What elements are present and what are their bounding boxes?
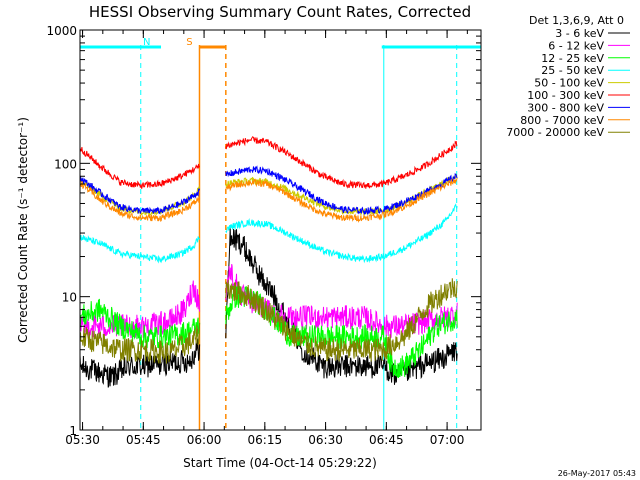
legend-label: 800 - 7000 keV (520, 114, 604, 127)
x-tick-label: 05:30 (65, 433, 100, 447)
legend-label: 300 - 800 keV (527, 101, 604, 114)
legend-label: 100 - 300 keV (527, 89, 604, 102)
x-tick-label: 06:45 (369, 433, 404, 447)
series-line-9 (79, 278, 458, 365)
x-axis-label: Start Time (04-Oct-14 05:29:22) (183, 456, 377, 470)
chart-title: HESSI Observing Summary Count Rates, Cor… (89, 3, 471, 21)
x-axis: 05:30 05:45 06:00 06:15 06:30 06:45 07:00 (65, 30, 468, 447)
plot-frame (79, 29, 482, 431)
timestamp-footer: 26-May-2017 05:43 (558, 469, 636, 478)
series-line-6 (79, 136, 458, 189)
y-tick-label: 1 (69, 424, 77, 438)
series-layer (79, 136, 458, 388)
marker-label-n: N (143, 37, 150, 48)
x-tick-label: 07:00 (430, 433, 465, 447)
series-line-8 (79, 178, 458, 224)
y-tick-label: 100 (54, 157, 77, 171)
x-tick-label: 06:30 (308, 433, 343, 447)
series-line-1 (79, 227, 458, 388)
y-axis: 1 10 100 1000 (46, 24, 481, 438)
marker-label-s: S (186, 37, 192, 48)
x-tick-label: 05:45 (126, 433, 161, 447)
legend-label: 6 - 12 keV (548, 39, 604, 52)
legend-label: 50 - 100 keV (534, 77, 604, 90)
legend-label: 12 - 25 keV (541, 52, 604, 65)
y-tick-label: 1000 (46, 24, 77, 38)
legend-label: 25 - 50 keV (541, 64, 604, 77)
series-line-4 (79, 203, 458, 264)
series-line-7 (79, 165, 458, 216)
y-axis-label: Corrected Count Rate (s⁻¹ detector⁻¹) (16, 117, 30, 343)
x-tick-label: 06:15 (248, 433, 283, 447)
legend-label: 7000 - 20000 keV (506, 126, 604, 139)
legend-header: Det 1,3,6,9, Att 0 (529, 14, 624, 27)
y-tick-label: 10 (62, 291, 77, 305)
legend-label: 3 - 6 keV (555, 27, 604, 40)
x-tick-label: 06:00 (187, 433, 222, 447)
